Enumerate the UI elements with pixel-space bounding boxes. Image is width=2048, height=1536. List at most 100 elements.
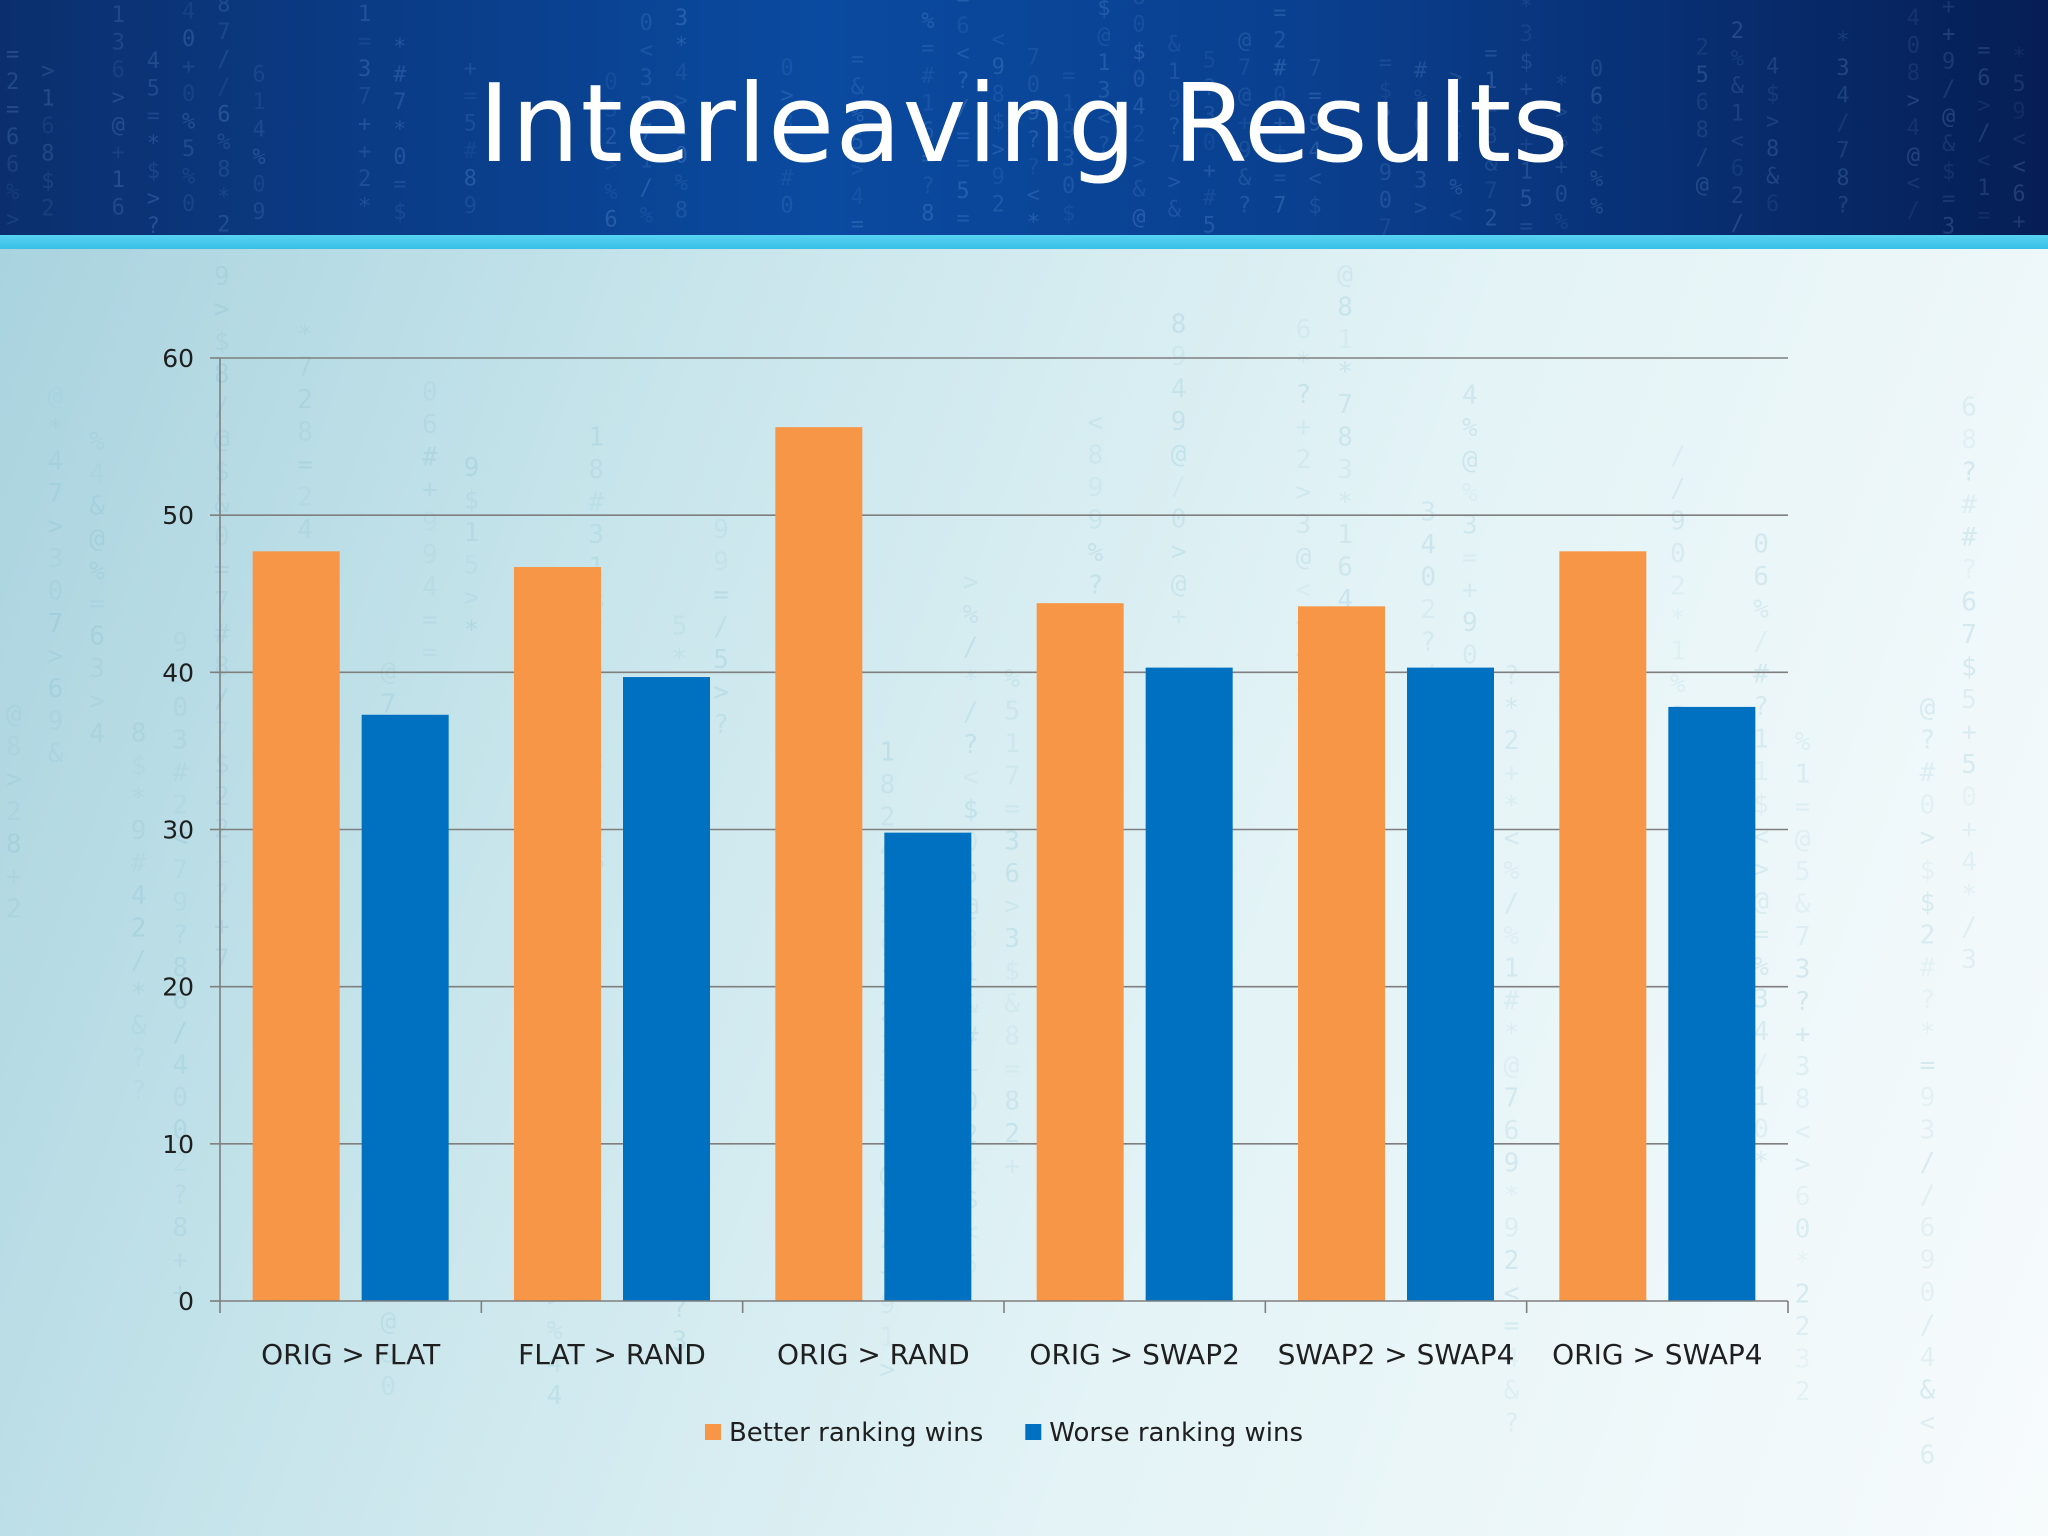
svg-text:1: 1 xyxy=(1168,60,1181,85)
svg-text:8: 8 xyxy=(214,360,230,390)
svg-text:3: 3 xyxy=(48,544,64,574)
svg-text:*: * xyxy=(1027,210,1040,235)
svg-text:1: 1 xyxy=(1670,636,1686,666)
svg-text:5: 5 xyxy=(182,137,195,162)
svg-text:/: / xyxy=(217,75,230,100)
y-tick-label: 0 xyxy=(178,1287,194,1316)
svg-text:<: < xyxy=(1907,171,1920,196)
svg-text:%: % xyxy=(851,102,864,127)
svg-text:6: 6 xyxy=(6,125,19,150)
svg-text:6: 6 xyxy=(1961,392,1977,422)
svg-text:0: 0 xyxy=(1132,67,1145,92)
x-tick-label: ORIG > SWAP2 xyxy=(1029,1338,1240,1371)
svg-text:3: 3 xyxy=(1004,827,1020,857)
svg-text:9: 9 xyxy=(422,540,438,570)
svg-text:&: & xyxy=(1731,74,1745,99)
svg-text:@: @ xyxy=(1097,23,1110,48)
slide-title: Interleaving Results xyxy=(478,62,1570,187)
svg-text:1: 1 xyxy=(252,90,265,115)
svg-text:1: 1 xyxy=(1004,729,1020,759)
svg-text:%: % xyxy=(1504,921,1520,951)
svg-text:4: 4 xyxy=(1420,530,1436,560)
svg-text:?: ? xyxy=(963,730,979,760)
svg-text:6: 6 xyxy=(422,410,438,440)
svg-text:=: = xyxy=(1462,543,1478,573)
svg-text:>: > xyxy=(1977,93,1990,118)
svg-text:0: 0 xyxy=(1920,1278,1936,1308)
svg-text:>: > xyxy=(713,677,729,707)
svg-text:3: 3 xyxy=(1462,510,1478,540)
svg-text:?: ? xyxy=(956,69,969,94)
svg-text:%: % xyxy=(963,600,979,630)
svg-text:@: @ xyxy=(1238,28,1251,53)
svg-text:?: ? xyxy=(1520,104,1533,129)
svg-text:/: / xyxy=(1731,211,1744,235)
svg-text:1: 1 xyxy=(1753,757,1769,787)
svg-text:4: 4 xyxy=(1907,6,1920,31)
svg-text:&: & xyxy=(1942,132,1956,157)
svg-text:9: 9 xyxy=(1308,111,1321,136)
gridlines xyxy=(220,357,1788,1145)
svg-text:&: & xyxy=(1766,164,1780,189)
svg-text:<: < xyxy=(963,762,979,792)
svg-text:?: ? xyxy=(1504,661,1520,691)
svg-text:1: 1 xyxy=(880,1322,896,1352)
svg-text:8: 8 xyxy=(1907,61,1920,86)
svg-text:8: 8 xyxy=(6,830,22,860)
svg-text:5: 5 xyxy=(464,551,480,581)
svg-text:<: < xyxy=(1379,133,1392,158)
svg-text:3: 3 xyxy=(1296,510,1312,540)
svg-text:9: 9 xyxy=(1027,100,1040,125)
svg-text:#: # xyxy=(1920,758,1936,788)
svg-text:%: % xyxy=(1504,856,1520,886)
svg-text:3: 3 xyxy=(1004,924,1020,954)
svg-text:0: 0 xyxy=(640,11,653,36)
svg-text:6: 6 xyxy=(252,63,265,88)
svg-text:0: 0 xyxy=(1420,563,1436,593)
svg-text:#: # xyxy=(1753,660,1769,690)
svg-text:6: 6 xyxy=(112,58,125,83)
svg-text:8: 8 xyxy=(1132,0,1145,10)
svg-text:5: 5 xyxy=(851,130,864,155)
svg-text:2: 2 xyxy=(1504,726,1520,756)
svg-text:3: 3 xyxy=(1520,22,1533,47)
svg-text:>: > xyxy=(1766,109,1779,134)
svg-text:@: @ xyxy=(1795,824,1811,854)
svg-text:0: 0 xyxy=(48,576,64,606)
svg-text:1: 1 xyxy=(1977,176,1990,201)
svg-text:8: 8 xyxy=(1836,166,1849,191)
svg-text:5: 5 xyxy=(464,111,477,136)
svg-text:4: 4 xyxy=(172,1050,188,1080)
svg-text:6: 6 xyxy=(48,674,64,704)
svg-text:+: + xyxy=(6,862,22,892)
svg-text:/: / xyxy=(713,612,729,642)
svg-text:9: 9 xyxy=(172,628,188,658)
svg-text:2: 2 xyxy=(6,895,22,925)
svg-text:#: # xyxy=(921,64,935,89)
svg-text:5: 5 xyxy=(172,660,188,690)
svg-text:4: 4 xyxy=(1414,141,1427,166)
svg-text:$: $ xyxy=(393,200,406,225)
svg-text:%: % xyxy=(252,145,265,170)
svg-text:7: 7 xyxy=(1504,1084,1520,1114)
svg-text:6: 6 xyxy=(41,114,54,139)
svg-text:8: 8 xyxy=(1171,310,1187,340)
svg-text:2: 2 xyxy=(6,797,22,827)
svg-text:/: / xyxy=(1961,912,1977,942)
svg-text:9: 9 xyxy=(992,165,1005,190)
svg-text:8: 8 xyxy=(464,166,477,191)
svg-text:%: % xyxy=(604,180,617,205)
svg-text:?: ? xyxy=(214,880,230,910)
svg-text:$: $ xyxy=(1449,121,1462,146)
svg-text:%: % xyxy=(1753,595,1769,625)
svg-text:7: 7 xyxy=(1379,216,1392,235)
svg-text:*: * xyxy=(1836,29,1849,54)
svg-text:=: = xyxy=(89,589,105,619)
svg-text:&: & xyxy=(1168,198,1182,223)
svg-text:%: % xyxy=(1670,669,1686,699)
svg-text:=: = xyxy=(1504,1311,1520,1341)
svg-text:8: 8 xyxy=(1337,293,1353,323)
svg-text:=: = xyxy=(956,207,969,232)
svg-text:$: $ xyxy=(214,750,230,780)
svg-text:2: 2 xyxy=(880,802,896,832)
